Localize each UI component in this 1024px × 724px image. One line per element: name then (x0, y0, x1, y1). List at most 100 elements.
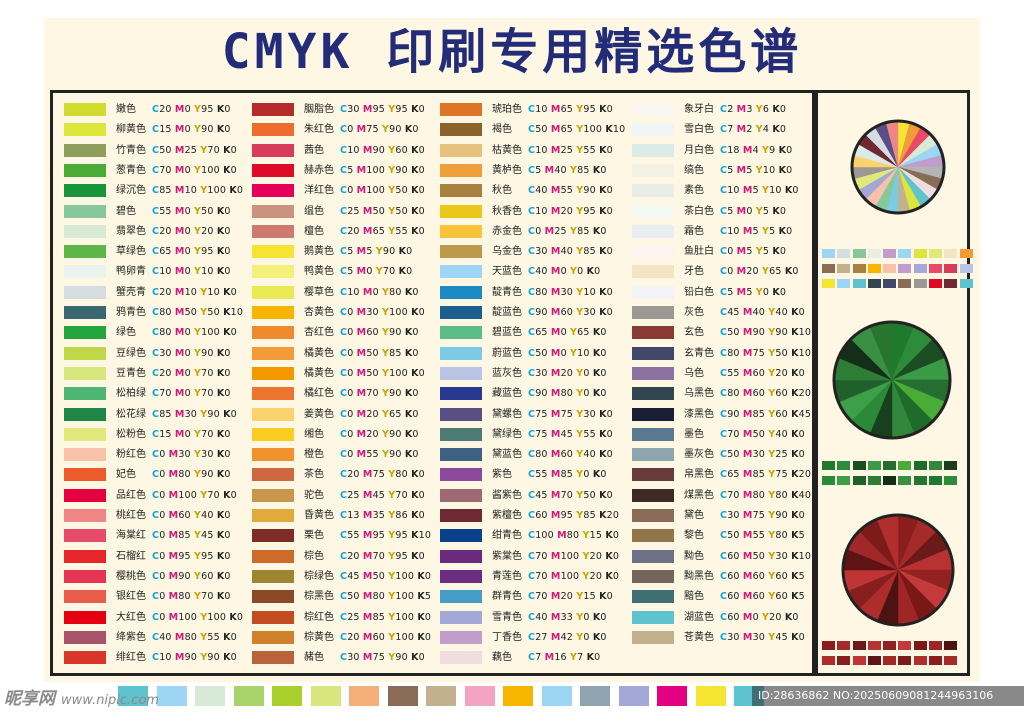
cmyk-value-m: 100 (560, 570, 583, 582)
color-name: 棕红色 (304, 611, 334, 623)
color-row: 橘黄色 C0 M50 Y85 K0 (240, 344, 428, 364)
strip-swatch (867, 461, 881, 470)
cmyk-letter-c: C (340, 530, 348, 542)
cmyk-value-c: 20 (347, 550, 363, 562)
cmyk-value-y: 55 (583, 428, 600, 440)
cmyk-letter-y: Y (388, 530, 396, 542)
cmyk-letter-m: M (742, 469, 753, 481)
cmyk-value-m: 50 (372, 205, 389, 217)
cmyk-letter-y: Y (768, 449, 776, 461)
cmyk-values: C30 M40 Y85 K0 (528, 244, 613, 259)
color-name: 乌金色 (492, 246, 522, 258)
cmyk-letter-m: M (174, 286, 185, 298)
color-swatch (252, 204, 294, 218)
cmyk-values: C20 M0 Y95 K0 (152, 102, 231, 117)
cmyk-values: C30 M75 Y90 K0 (340, 650, 425, 665)
color-swatch (64, 163, 106, 177)
color-row: 黝色 C60 M50 Y30 K10 (620, 547, 811, 567)
color-row: 赭色 C30 M75 Y90 K0 (240, 648, 428, 668)
cmyk-values: C45 M40 Y40 K0 (720, 305, 805, 320)
cmyk-letter-m: M (550, 347, 561, 359)
cmyk-value-k: 0 (412, 347, 419, 359)
cmyk-values: C60 M95 Y85 K20 (528, 508, 619, 523)
cmyk-value-m: 85 (752, 408, 769, 420)
strip-swatch (944, 476, 958, 485)
cmyk-values: C50 M0 Y10 K0 (528, 346, 607, 361)
cmyk-value-k: 0 (786, 164, 793, 176)
color-swatch (440, 184, 482, 198)
cmyk-value-k: 0 (606, 286, 613, 298)
cmyk-value-m: 20 (560, 367, 577, 379)
cmyk-letter-c: C (720, 367, 728, 379)
cmyk-values: C65 M85 Y75 K20 (720, 467, 811, 482)
cmyk-values: C80 M60 Y60 K20 (720, 386, 811, 401)
cmyk-value-c: 20 (159, 286, 175, 298)
strip-swatch (837, 264, 851, 273)
cmyk-letter-k: K (411, 530, 419, 542)
cmyk-value-c: 0 (347, 428, 357, 440)
cmyk-values: C7 M16 Y7 K0 (528, 650, 600, 665)
cmyk-letter-k: K (605, 124, 613, 136)
cmyk-letter-y: Y (576, 428, 584, 440)
color-name: 酱紫色 (492, 489, 522, 501)
color-name: 藏蓝色 (492, 388, 522, 400)
cmyk-letter-k: K (404, 124, 413, 136)
cmyk-letter-m: M (362, 489, 373, 501)
cmyk-value-c: 20 (347, 225, 363, 237)
cmyk-values: C10 M90 Y90 K0 (152, 650, 237, 665)
cmyk-value-y: 0 (583, 388, 593, 400)
color-name: 海棠红 (116, 530, 146, 542)
cmyk-letter-y: Y (582, 570, 590, 582)
cmyk-value-c: 80 (535, 449, 551, 461)
color-swatch (252, 224, 294, 238)
cmyk-value-y: 0 (583, 611, 593, 623)
color-row: 墨色 C70 M50 Y40 K0 (620, 425, 808, 445)
cmyk-value-k: 0 (418, 489, 425, 501)
cmyk-value-c: 30 (347, 652, 363, 664)
cmyk-values: C80 M30 Y10 K0 (528, 285, 613, 300)
cmyk-value-m: 50 (366, 347, 383, 359)
cmyk-letter-k: K (592, 388, 601, 400)
cmyk-value-c: 30 (535, 367, 551, 379)
cmyk-value-m: 50 (752, 550, 769, 562)
cmyk-letter-c: C (528, 246, 536, 258)
cmyk-letter-c: C (340, 591, 348, 603)
color-swatch (440, 265, 482, 279)
cmyk-value-c: 45 (727, 307, 743, 318)
cmyk-value-c: 0 (727, 246, 737, 258)
color-name: 秋色 (492, 185, 512, 197)
cmyk-letter-y: Y (194, 449, 202, 461)
cmyk-letter-y: Y (194, 591, 202, 603)
cmyk-letter-k: K (216, 347, 225, 359)
cmyk-letter-k: K (216, 591, 225, 603)
cmyk-letter-k: K (223, 408, 231, 420)
cmyk-letter-c: C (720, 591, 728, 603)
cmyk-values: C55 M60 Y20 K0 (720, 366, 805, 381)
cmyk-letter-k: K (791, 367, 799, 379)
cmyk-value-y: 95 (395, 530, 412, 542)
cmyk-value-m: 30 (184, 408, 201, 420)
cmyk-values: C18 M4 Y9 K0 (720, 143, 792, 158)
cmyk-letter-k: K (586, 652, 595, 664)
color-swatch (440, 509, 482, 522)
color-name: 橘黄色 (304, 347, 334, 359)
cmyk-values: C90 M85 Y60 K45 (720, 407, 811, 422)
cmyk-value-m: 75 (560, 408, 577, 420)
cmyk-value-k: 0 (224, 205, 231, 217)
cmyk-value-m: 80 (178, 591, 195, 603)
cmyk-value-c: 50 (727, 530, 743, 542)
cmyk-letter-k: K (772, 104, 780, 115)
cmyk-letter-c: C (528, 266, 536, 278)
cmyk-value-m: 80 (566, 530, 583, 542)
strip-swatch (883, 476, 897, 485)
cmyk-value-k: 5 (424, 591, 432, 603)
cmyk-value-c: 50 (727, 449, 743, 461)
cmyk-value-k: 0 (412, 286, 419, 298)
cmyk-value-c: 2 (727, 104, 737, 115)
cmyk-value-c: 40 (535, 266, 551, 278)
color-row: 鸦青色 C80 M50 Y50 K10 (52, 303, 243, 323)
cmyk-value-m: 40 (560, 246, 577, 258)
color-name: 绀青色 (492, 530, 522, 542)
color-row: 松花绿 C85 M30 Y90 K0 (52, 405, 240, 425)
cmyk-letter-k: K (778, 164, 787, 176)
